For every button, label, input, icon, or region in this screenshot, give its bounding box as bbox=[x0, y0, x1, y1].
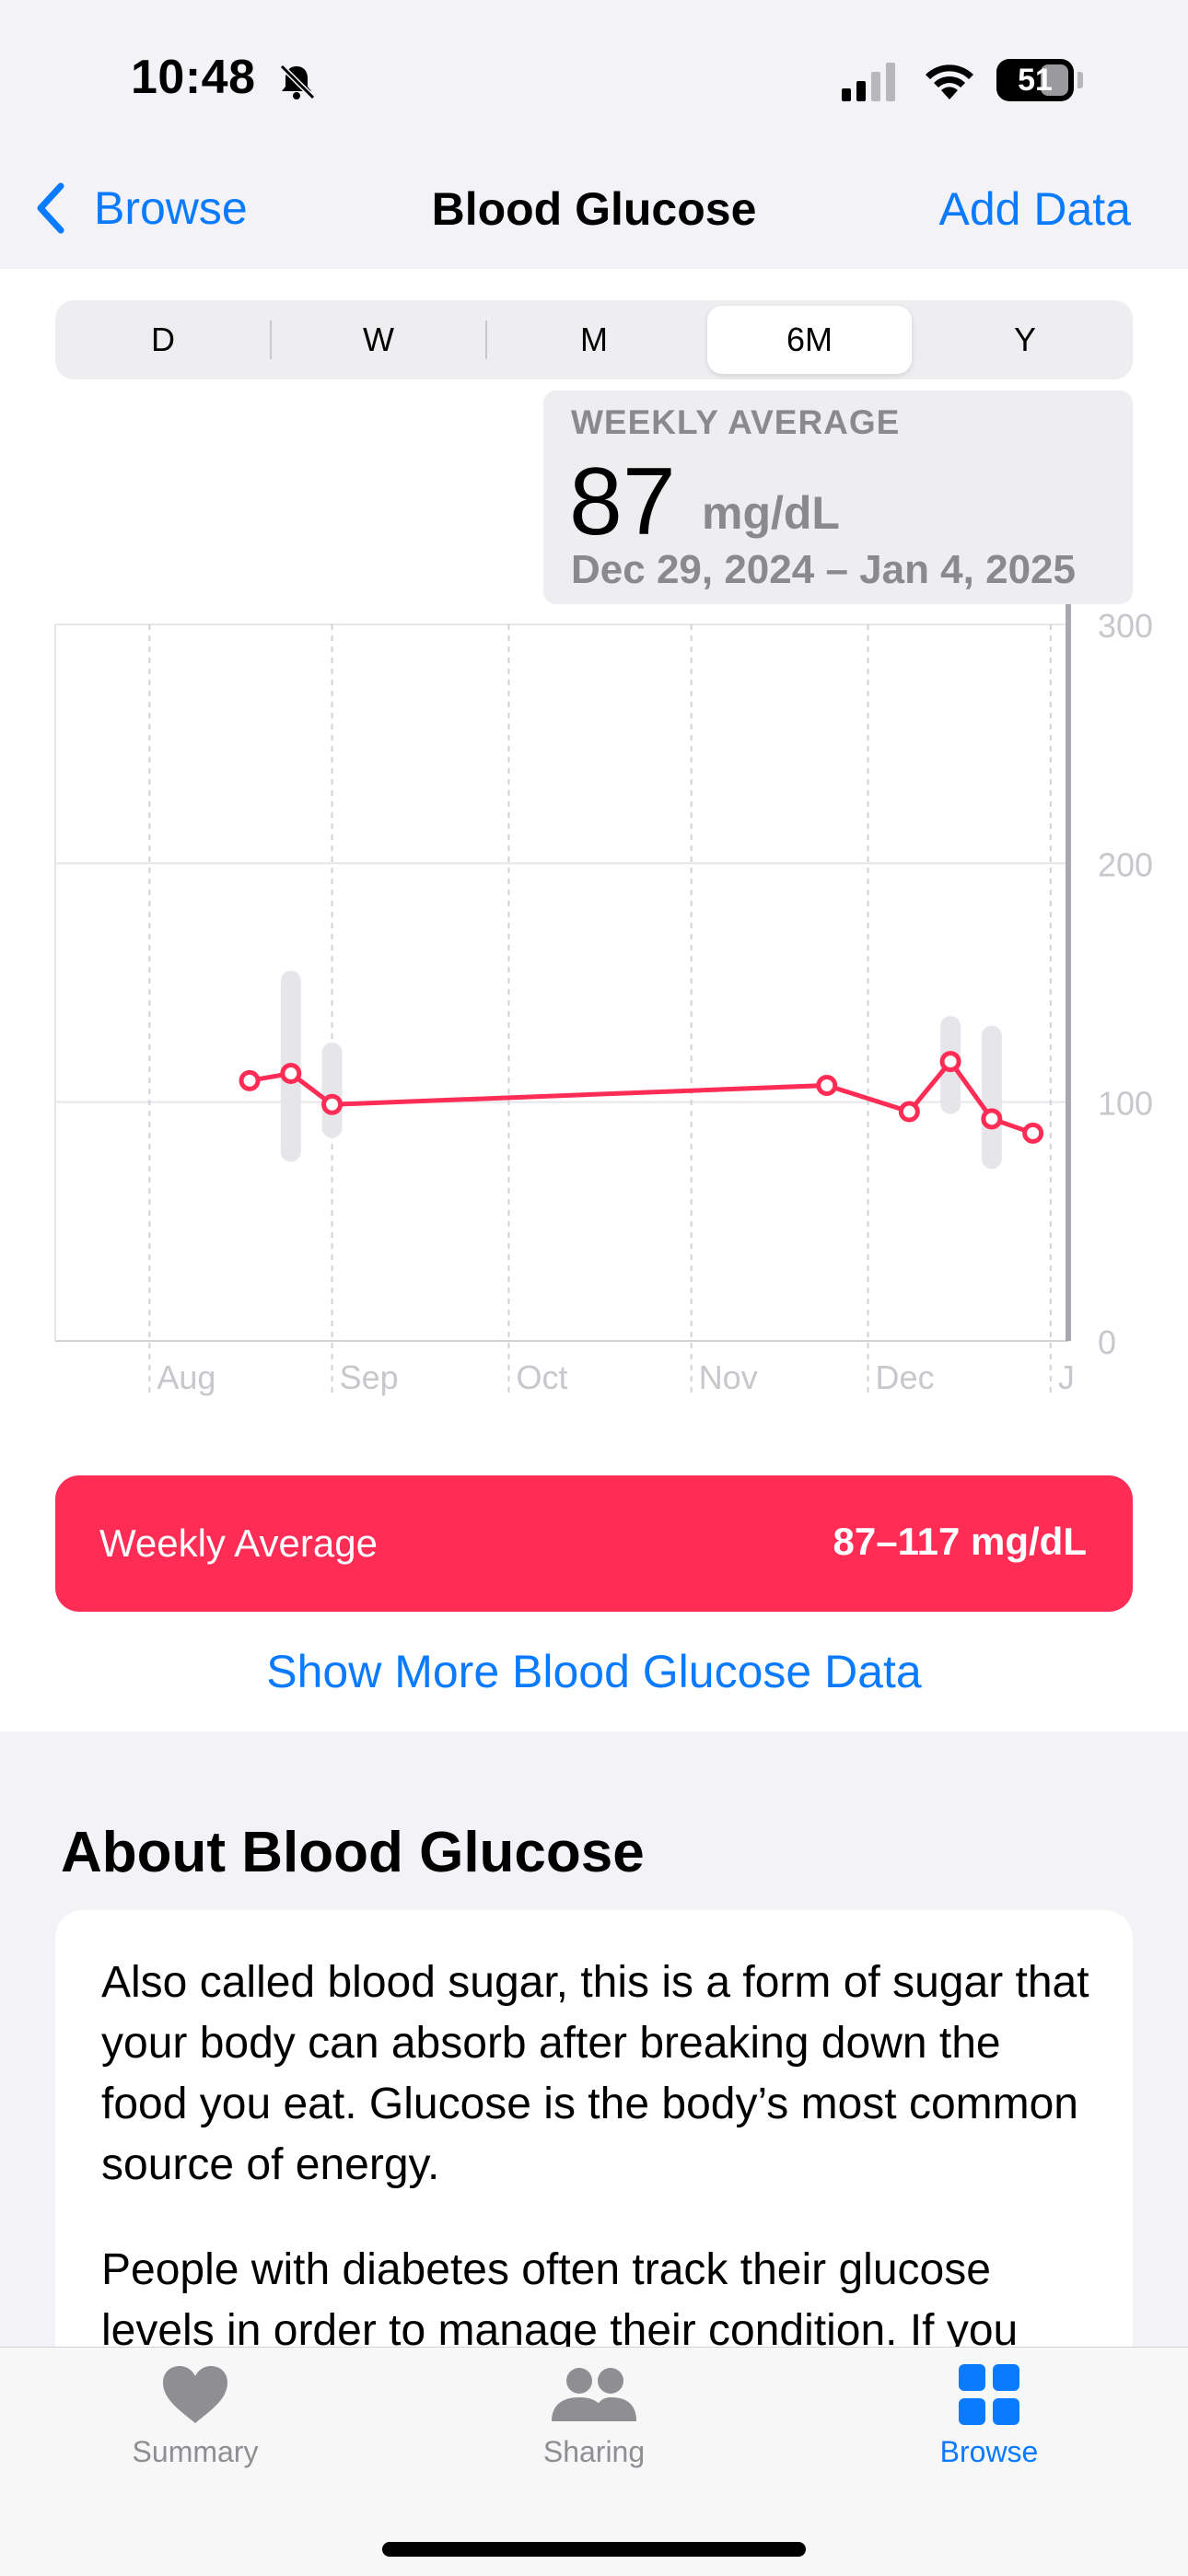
tab-sharing[interactable]: Sharing bbox=[456, 2364, 732, 2469]
heart-icon bbox=[163, 2366, 227, 2423]
data-point bbox=[280, 1063, 302, 1085]
battery-icon: 51 bbox=[996, 59, 1074, 101]
about-paragraph: People with diabetes often track their g… bbox=[101, 2245, 1019, 2355]
battery-level: 51 bbox=[1018, 63, 1053, 98]
battery-tip bbox=[1077, 72, 1083, 88]
series-line bbox=[249, 1059, 1034, 1136]
grid-icon bbox=[959, 2364, 1019, 2425]
callout-value: 87 bbox=[569, 449, 676, 555]
status-time: 10:48 bbox=[131, 51, 256, 104]
x-tick-label: Aug bbox=[157, 1358, 215, 1396]
show-more-data-link[interactable]: Show More Blood Glucose Data bbox=[266, 1646, 922, 1697]
callout-label: WEEKLY AVERAGE bbox=[571, 403, 901, 441]
data-point bbox=[1022, 1122, 1044, 1144]
segment-month[interactable]: M bbox=[580, 321, 608, 358]
weekly-average-summary[interactable]: Weekly Average 87–117 mg/dL bbox=[55, 1475, 1133, 1612]
weekly-average-callout: WEEKLY AVERAGE 87 mg/dL Dec 29, 2024 – J… bbox=[543, 390, 1133, 604]
x-tick-label: J bbox=[1058, 1358, 1075, 1396]
data-point bbox=[816, 1075, 838, 1097]
data-point bbox=[898, 1101, 920, 1123]
tab-browse-label: Browse bbox=[939, 2435, 1039, 2468]
segment-day[interactable]: D bbox=[151, 321, 175, 358]
summary-value: 87–117 mg/dL bbox=[833, 1520, 1087, 1563]
y-tick-label: 300 bbox=[1098, 607, 1153, 645]
segment-divider bbox=[270, 321, 272, 359]
wifi-icon bbox=[926, 64, 973, 99]
data-point bbox=[239, 1069, 261, 1091]
x-tick-label: Nov bbox=[699, 1358, 758, 1396]
silent-bell-icon bbox=[279, 64, 316, 100]
range-bar bbox=[321, 1042, 343, 1138]
about-paragraph: Also called blood sugar, this is a form … bbox=[101, 1958, 1089, 2189]
data-point bbox=[939, 1051, 961, 1073]
back-label: Browse bbox=[94, 182, 248, 234]
y-tick-label: 200 bbox=[1098, 845, 1153, 883]
data-point bbox=[321, 1093, 344, 1115]
home-indicator bbox=[382, 2542, 806, 2557]
tab-browse[interactable]: Browse bbox=[851, 2364, 1127, 2469]
time-range-segmented-control: D W M 6M Y bbox=[55, 300, 1133, 379]
y-tick-label: 100 bbox=[1098, 1085, 1153, 1123]
page-title: Blood Glucose bbox=[431, 183, 757, 235]
data-point bbox=[981, 1108, 1003, 1130]
chevron-left-icon bbox=[37, 182, 64, 234]
x-tick-label: Dec bbox=[876, 1358, 935, 1396]
segment-6-month[interactable]: 6M bbox=[707, 306, 912, 374]
about-title: About Blood Glucose bbox=[61, 1821, 645, 1884]
blood-glucose-chart[interactable]: 300 200 100 0 Aug Sep Oct Nov Dec J bbox=[0, 589, 1188, 1418]
tab-bar: Summary Sharing Browse bbox=[0, 2347, 1188, 2576]
x-tick-label: Oct bbox=[516, 1358, 567, 1396]
range-bar bbox=[981, 1025, 1002, 1170]
segment-week[interactable]: W bbox=[363, 321, 394, 358]
segment-divider bbox=[485, 321, 487, 359]
cellular-signal-icon bbox=[842, 63, 895, 101]
tab-summary[interactable]: Summary bbox=[57, 2364, 333, 2469]
y-tick-label: 0 bbox=[1098, 1323, 1116, 1361]
people-icon bbox=[552, 2368, 636, 2421]
tab-summary-label: Summary bbox=[132, 2435, 259, 2468]
x-tick-label: Sep bbox=[340, 1358, 399, 1396]
back-button[interactable]: Browse bbox=[33, 181, 248, 236]
segment-year[interactable]: Y bbox=[1013, 321, 1036, 358]
tab-sharing-label: Sharing bbox=[542, 2435, 646, 2468]
callout-unit: mg/dL bbox=[702, 487, 840, 539]
summary-label: Weekly Average bbox=[99, 1521, 378, 1565]
add-data-button[interactable]: Add Data bbox=[938, 183, 1131, 235]
callout-date-range: Dec 29, 2024 – Jan 4, 2025 bbox=[571, 547, 1076, 592]
